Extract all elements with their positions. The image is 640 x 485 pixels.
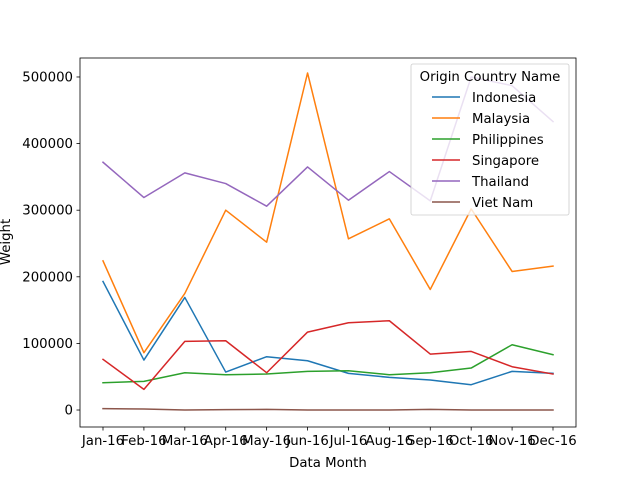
legend-label: Thailand (471, 175, 529, 190)
y-tick-label: 400000 (22, 137, 73, 152)
legend: Origin Country Name Indonesia Malaysia Phi… (410, 63, 570, 216)
x-tick-label: Apr-16 (204, 434, 248, 449)
y-tick-label: 300000 (22, 204, 73, 219)
series-line-viet-nam (102, 407, 554, 411)
plot-frame (79, 57, 577, 428)
x-tick-label: Sep-16 (407, 434, 454, 449)
legend-label: Singapore (472, 154, 539, 169)
x-tick-label: May-16 (242, 434, 291, 449)
x-tick-label: Aug-16 (366, 434, 414, 449)
legend-label: Viet Nam (472, 196, 533, 211)
y-axis: 0 100000 200000 300000 400000 500000 (22, 70, 80, 419)
x-tick-label: Jun-16 (285, 434, 329, 449)
y-axis-label: Weight (0, 219, 14, 265)
series-line-malaysia (102, 72, 554, 354)
series-line-singapore (101, 320, 554, 391)
x-tick-label: Dec-16 (529, 434, 576, 449)
y-tick-label: 200000 (22, 270, 73, 285)
x-tick-label: Nov-16 (488, 434, 535, 449)
legend-label: Indonesia (472, 91, 536, 106)
x-axis-label: Data Month (289, 456, 367, 471)
series-line-indonesia (101, 280, 554, 386)
y-tick-label: 0 (65, 404, 73, 419)
legend-items: Indonesia Malaysia Philippines Singapore Tha… (432, 91, 544, 211)
legend-label: Philippines (472, 133, 544, 148)
legend-title: Origin Country Name (420, 70, 561, 85)
x-tick-label: Jul-16 (329, 434, 368, 449)
x-tick-label: Oct-16 (449, 434, 494, 449)
legend-box (410, 63, 570, 216)
y-tick-label: 500000 (22, 70, 73, 85)
series-layer (101, 72, 555, 411)
series-line-philippines (102, 343, 554, 384)
x-tick-label: Jan-16 (81, 434, 124, 449)
x-tick-label: Mar-16 (162, 434, 208, 449)
y-tick-label: 100000 (22, 337, 73, 352)
legend-label: Malaysia (472, 112, 530, 127)
x-tick-label: Feb-16 (121, 434, 166, 449)
